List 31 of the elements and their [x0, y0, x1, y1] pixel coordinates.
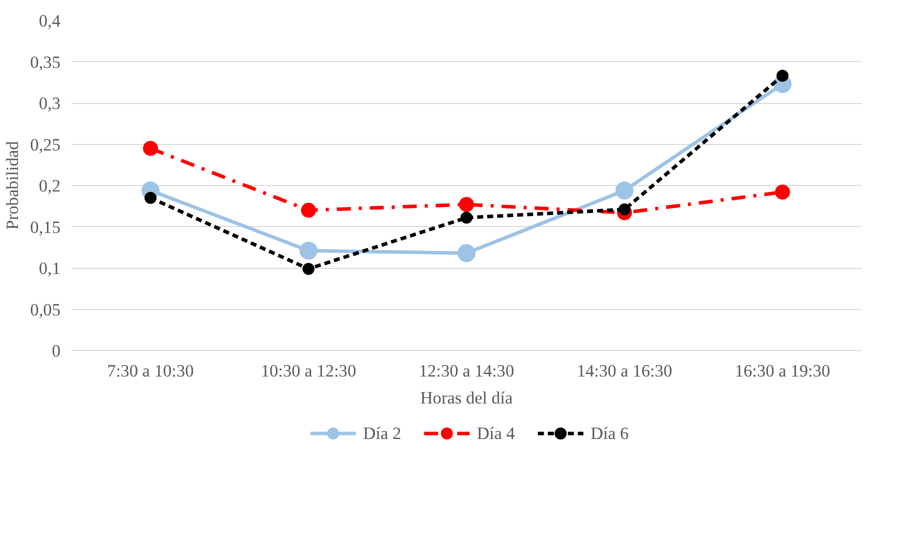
y-tick-label: 0,05 — [30, 300, 61, 320]
point — [776, 70, 788, 82]
x-tick-label: 16:30 a 19:30 — [734, 362, 830, 380]
point — [775, 184, 790, 200]
y-tick-label: 0 — [52, 342, 61, 360]
point — [300, 242, 318, 260]
y-axis-title: Probabilidad — [3, 140, 22, 230]
y-tick-label: 0,15 — [30, 218, 61, 237]
y-tick-label: 0,1 — [38, 259, 61, 278]
y-tick-label: 0,4 — [38, 12, 61, 30]
point — [458, 244, 476, 262]
y-tick-label: 0,2 — [38, 176, 61, 196]
point — [302, 262, 314, 275]
y-tick-label: 0,35 — [30, 52, 61, 72]
point — [301, 202, 316, 218]
x-tick-label: 12:30 a 14:30 — [418, 362, 514, 380]
legend-label: Día 6 — [590, 424, 630, 443]
x-axis-title: Horas del día — [420, 388, 513, 408]
point — [143, 140, 158, 156]
y-tick-label: 0,3 — [38, 94, 61, 113]
point — [144, 192, 156, 204]
legend-label: Día 4 — [476, 424, 516, 443]
point — [618, 203, 630, 216]
x-tick-label: 7:30 a 10:30 — [107, 362, 194, 380]
y-tick-label: 0,25 — [30, 135, 61, 154]
x-tick-label: 10:30 a 12:30 — [260, 362, 356, 380]
legend-label: Día 2 — [363, 424, 402, 443]
point — [616, 181, 634, 200]
point — [459, 196, 474, 212]
point — [460, 212, 472, 224]
x-tick-label: 14:30 a 16:30 — [576, 362, 672, 380]
